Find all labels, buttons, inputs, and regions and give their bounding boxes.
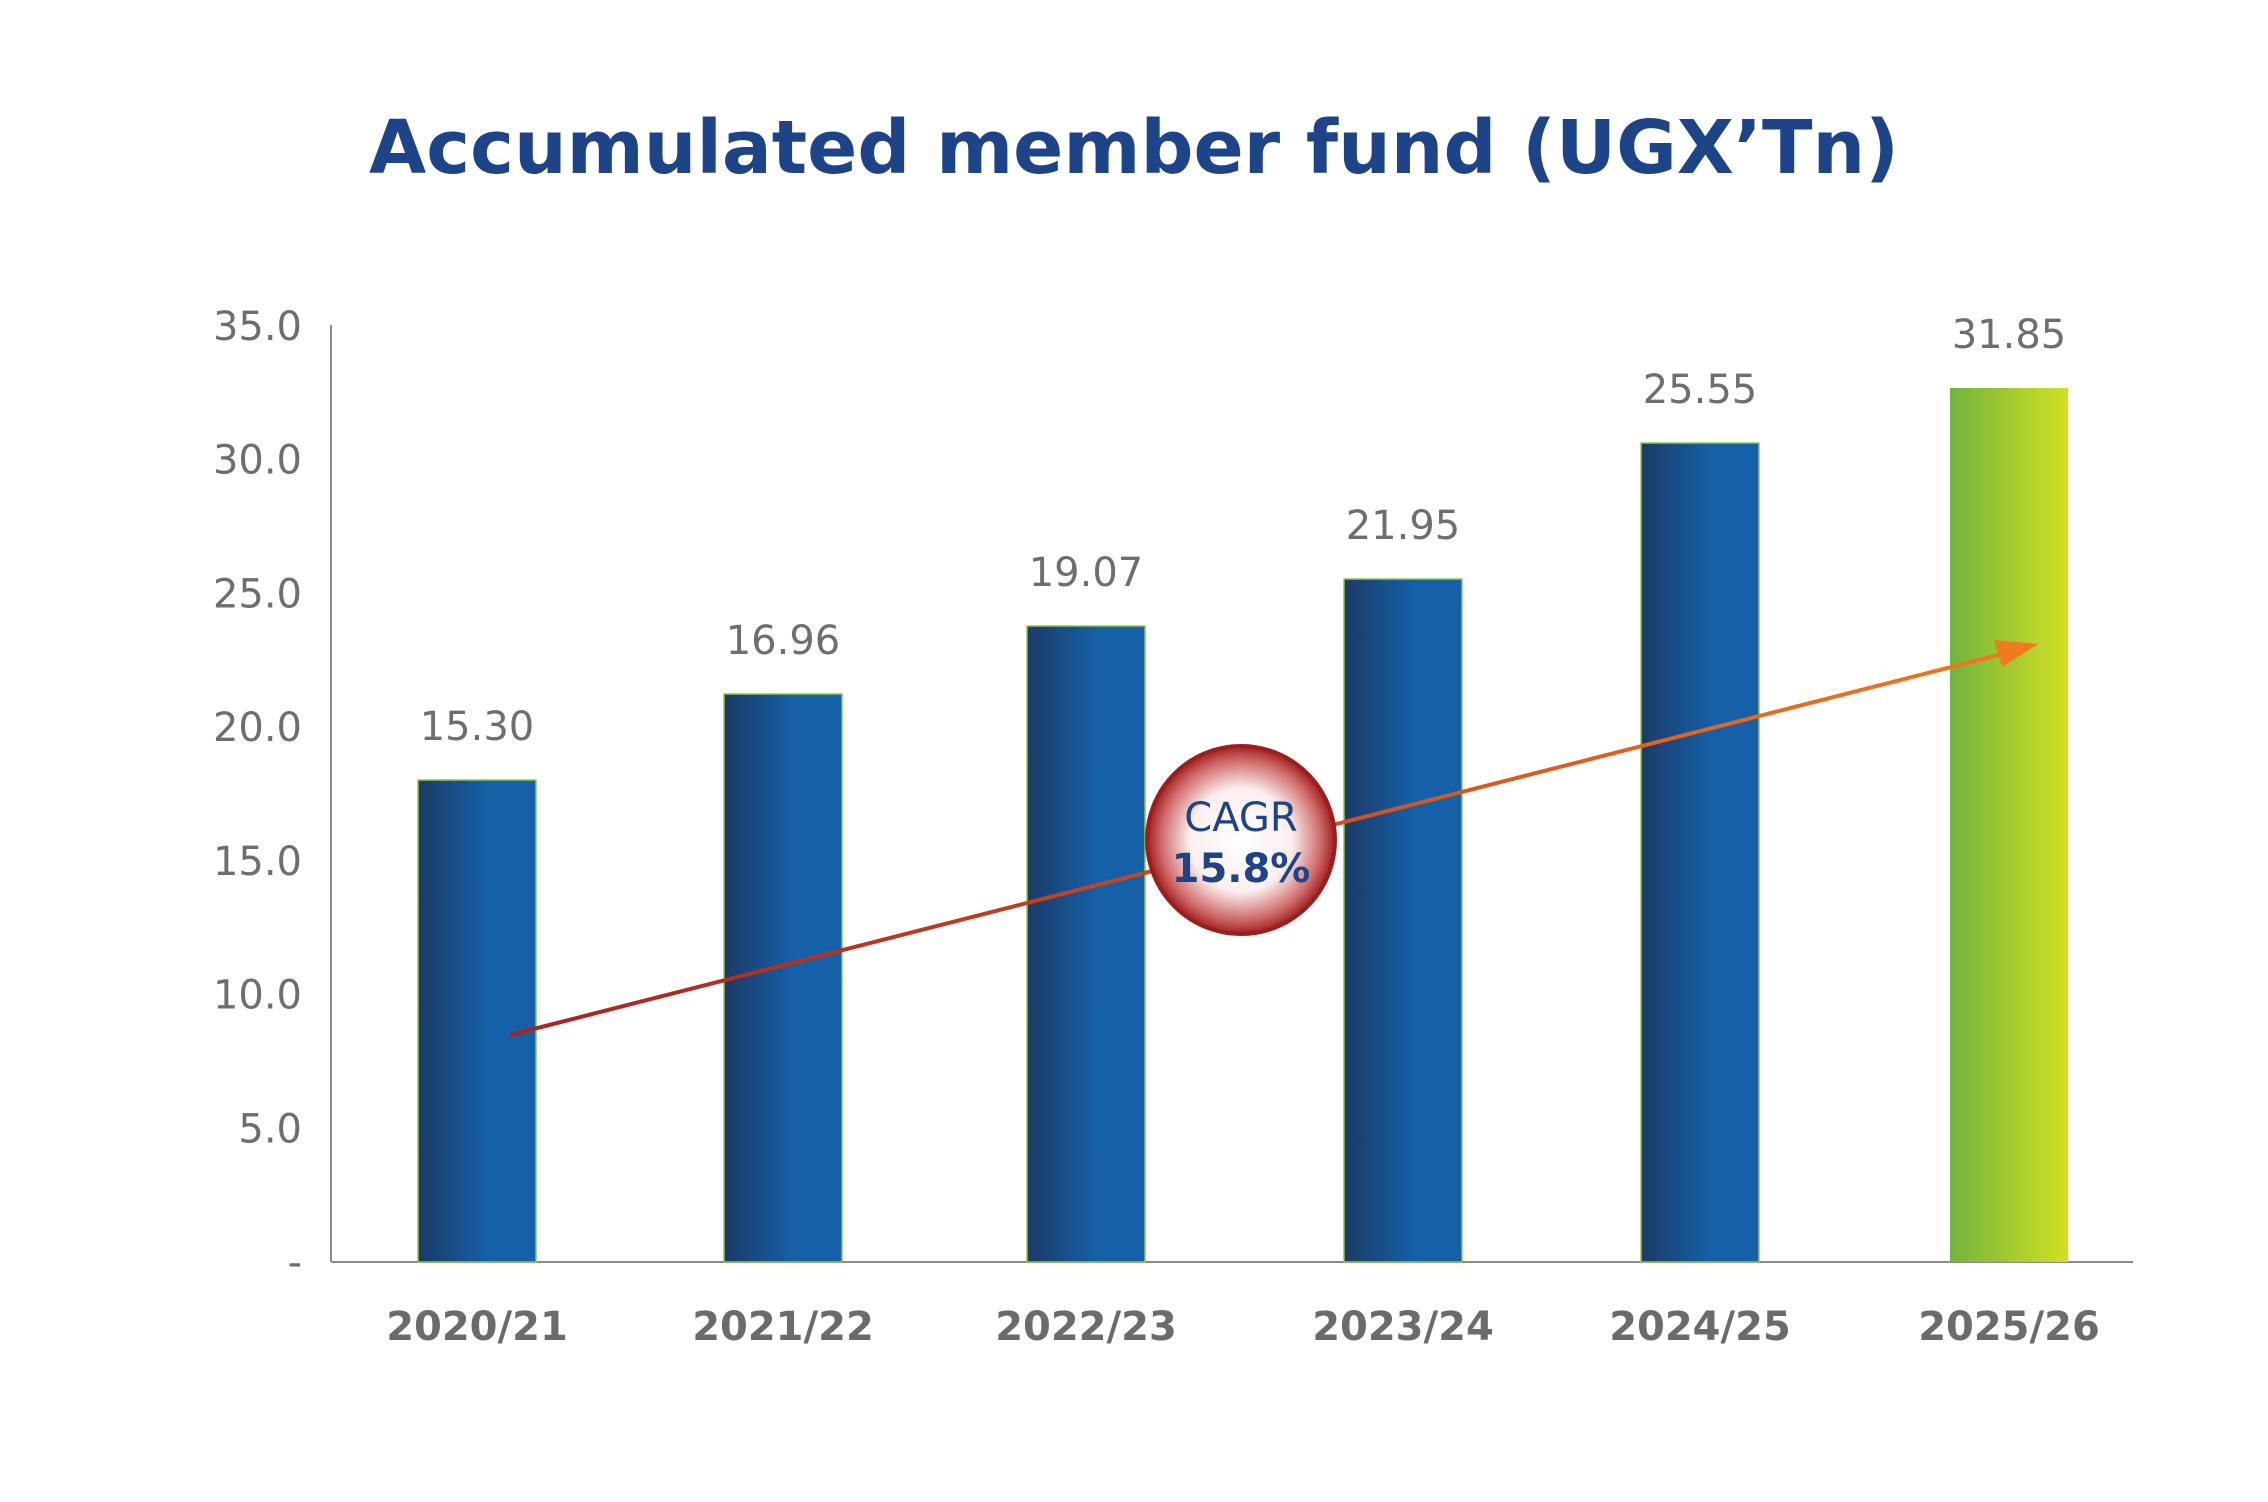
- data-label: 19.07: [1029, 550, 1144, 596]
- x-tick-label: 2021/22: [692, 1304, 874, 1350]
- bars: [417, 388, 2068, 1263]
- x-tick-label: 2023/24: [1312, 1304, 1494, 1350]
- cagr-label: CAGR: [1184, 795, 1297, 841]
- y-tick-label: 25.0: [213, 571, 302, 617]
- cagr-circle: [1145, 744, 1337, 936]
- bar: [1950, 388, 2068, 1262]
- x-tick-labels: 2020/21 2021/22 2022/23 2023/24 2024/25 2025/…: [386, 1304, 2100, 1350]
- data-label: 21.95: [1346, 503, 1461, 549]
- y-tick-label: 10.0: [213, 973, 302, 1019]
- cagr-badge: CAGR 15.8%: [1145, 744, 1337, 936]
- y-tick-label: 30.0: [213, 438, 302, 484]
- x-tick-label: 2022/23: [995, 1304, 1177, 1350]
- bar: [1026, 625, 1146, 1263]
- x-tick-label: 2020/21: [386, 1304, 568, 1350]
- y-tick-label: 35.0: [213, 304, 302, 350]
- bar: [723, 693, 843, 1263]
- y-tick-label: -: [288, 1240, 302, 1286]
- y-tick-label: 15.0: [213, 839, 302, 885]
- y-tick-label: 20.0: [213, 705, 302, 751]
- axes: [330, 325, 2133, 1263]
- bar: [1343, 578, 1463, 1263]
- data-label: 31.85: [1952, 312, 2067, 358]
- x-tick-label: 2024/25: [1609, 1304, 1791, 1350]
- data-label: 15.30: [420, 704, 535, 750]
- bar: [417, 779, 537, 1263]
- y-tick-label: 5.0: [238, 1106, 302, 1152]
- data-label: 25.55: [1643, 367, 1758, 413]
- cagr-value: 15.8%: [1172, 846, 1311, 892]
- x-tick-label: 2025/26: [1918, 1304, 2100, 1350]
- chart-title: Accumulated member fund (UGX’Tn): [369, 105, 1899, 191]
- data-label: 16.96: [726, 618, 841, 664]
- data-labels: 15.30 16.96 19.07 21.95 25.55 31.85: [420, 312, 2067, 750]
- arrow-head: [1994, 640, 2038, 667]
- bar: [1640, 442, 1760, 1263]
- y-tick-labels: - 5.0 10.0 15.0 20.0 25.0 30.0 35.0: [213, 304, 302, 1286]
